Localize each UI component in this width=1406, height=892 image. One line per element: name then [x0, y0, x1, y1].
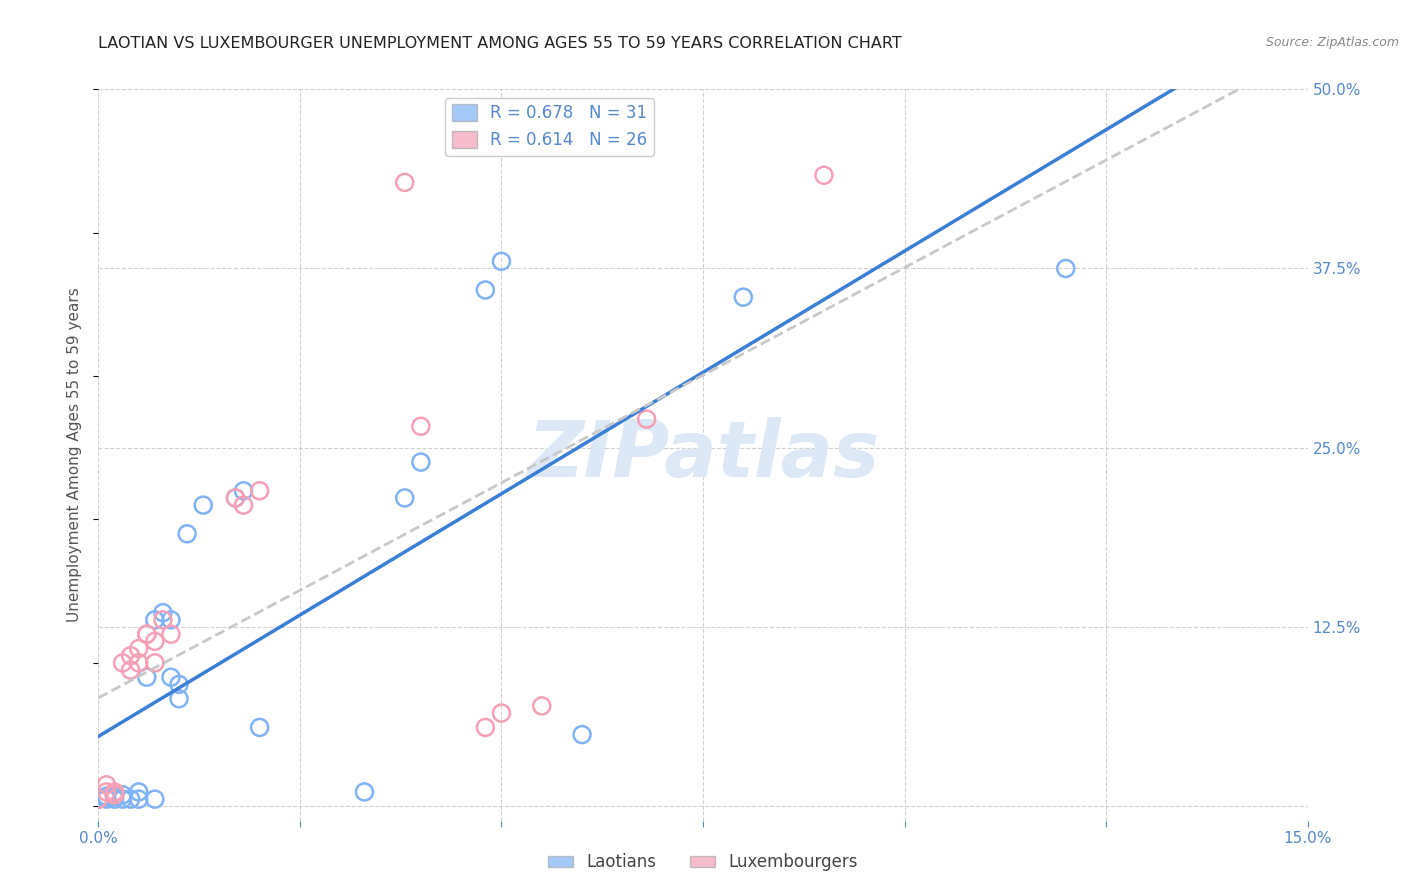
- Point: [103, 785, 125, 799]
- Point: [733, 290, 755, 304]
- Point: [103, 788, 125, 802]
- Point: [160, 613, 183, 627]
- Point: [143, 613, 166, 627]
- Point: [249, 720, 271, 734]
- Point: [143, 656, 166, 670]
- Point: [636, 412, 658, 426]
- Point: [394, 176, 416, 190]
- Point: [176, 526, 198, 541]
- Point: [103, 789, 125, 804]
- Text: LAOTIAN VS LUXEMBOURGER UNEMPLOYMENT AMONG AGES 55 TO 59 YEARS CORRELATION CHART: LAOTIAN VS LUXEMBOURGER UNEMPLOYMENT AMO…: [98, 36, 903, 51]
- Point: [1054, 261, 1077, 276]
- Point: [353, 785, 375, 799]
- Point: [474, 283, 496, 297]
- Point: [111, 788, 134, 802]
- Point: [128, 656, 150, 670]
- Point: [409, 455, 432, 469]
- Point: [87, 792, 110, 806]
- Point: [96, 785, 118, 799]
- Point: [128, 641, 150, 656]
- Point: [103, 792, 125, 806]
- Point: [152, 606, 174, 620]
- Point: [193, 498, 215, 512]
- Point: [813, 168, 835, 182]
- Point: [111, 656, 134, 670]
- Point: [87, 792, 110, 806]
- Point: [152, 613, 174, 627]
- Point: [160, 627, 183, 641]
- Y-axis label: Unemployment Among Ages 55 to 59 years: Unemployment Among Ages 55 to 59 years: [67, 287, 83, 623]
- Point: [491, 254, 513, 268]
- Legend: Laotians, Luxembourgers: Laotians, Luxembourgers: [541, 847, 865, 878]
- Point: [474, 720, 496, 734]
- Point: [135, 627, 157, 641]
- Point: [224, 491, 246, 505]
- Point: [111, 792, 134, 806]
- Point: [167, 677, 190, 691]
- Point: [135, 670, 157, 684]
- Text: ZIPatlas: ZIPatlas: [527, 417, 879, 493]
- Point: [120, 648, 142, 663]
- Point: [249, 483, 271, 498]
- Point: [128, 792, 150, 806]
- Point: [96, 792, 118, 806]
- Point: [143, 634, 166, 648]
- Point: [96, 778, 118, 792]
- Point: [394, 491, 416, 505]
- Point: [96, 789, 118, 804]
- Point: [120, 663, 142, 677]
- Point: [571, 728, 593, 742]
- Text: Source: ZipAtlas.com: Source: ZipAtlas.com: [1265, 36, 1399, 49]
- Point: [530, 698, 553, 713]
- Point: [491, 706, 513, 720]
- Point: [167, 691, 190, 706]
- Point: [232, 498, 254, 512]
- Point: [135, 627, 157, 641]
- Point: [224, 491, 246, 505]
- Point: [232, 483, 254, 498]
- Point: [143, 792, 166, 806]
- Point: [120, 792, 142, 806]
- Point: [160, 670, 183, 684]
- Point: [409, 419, 432, 434]
- Point: [128, 785, 150, 799]
